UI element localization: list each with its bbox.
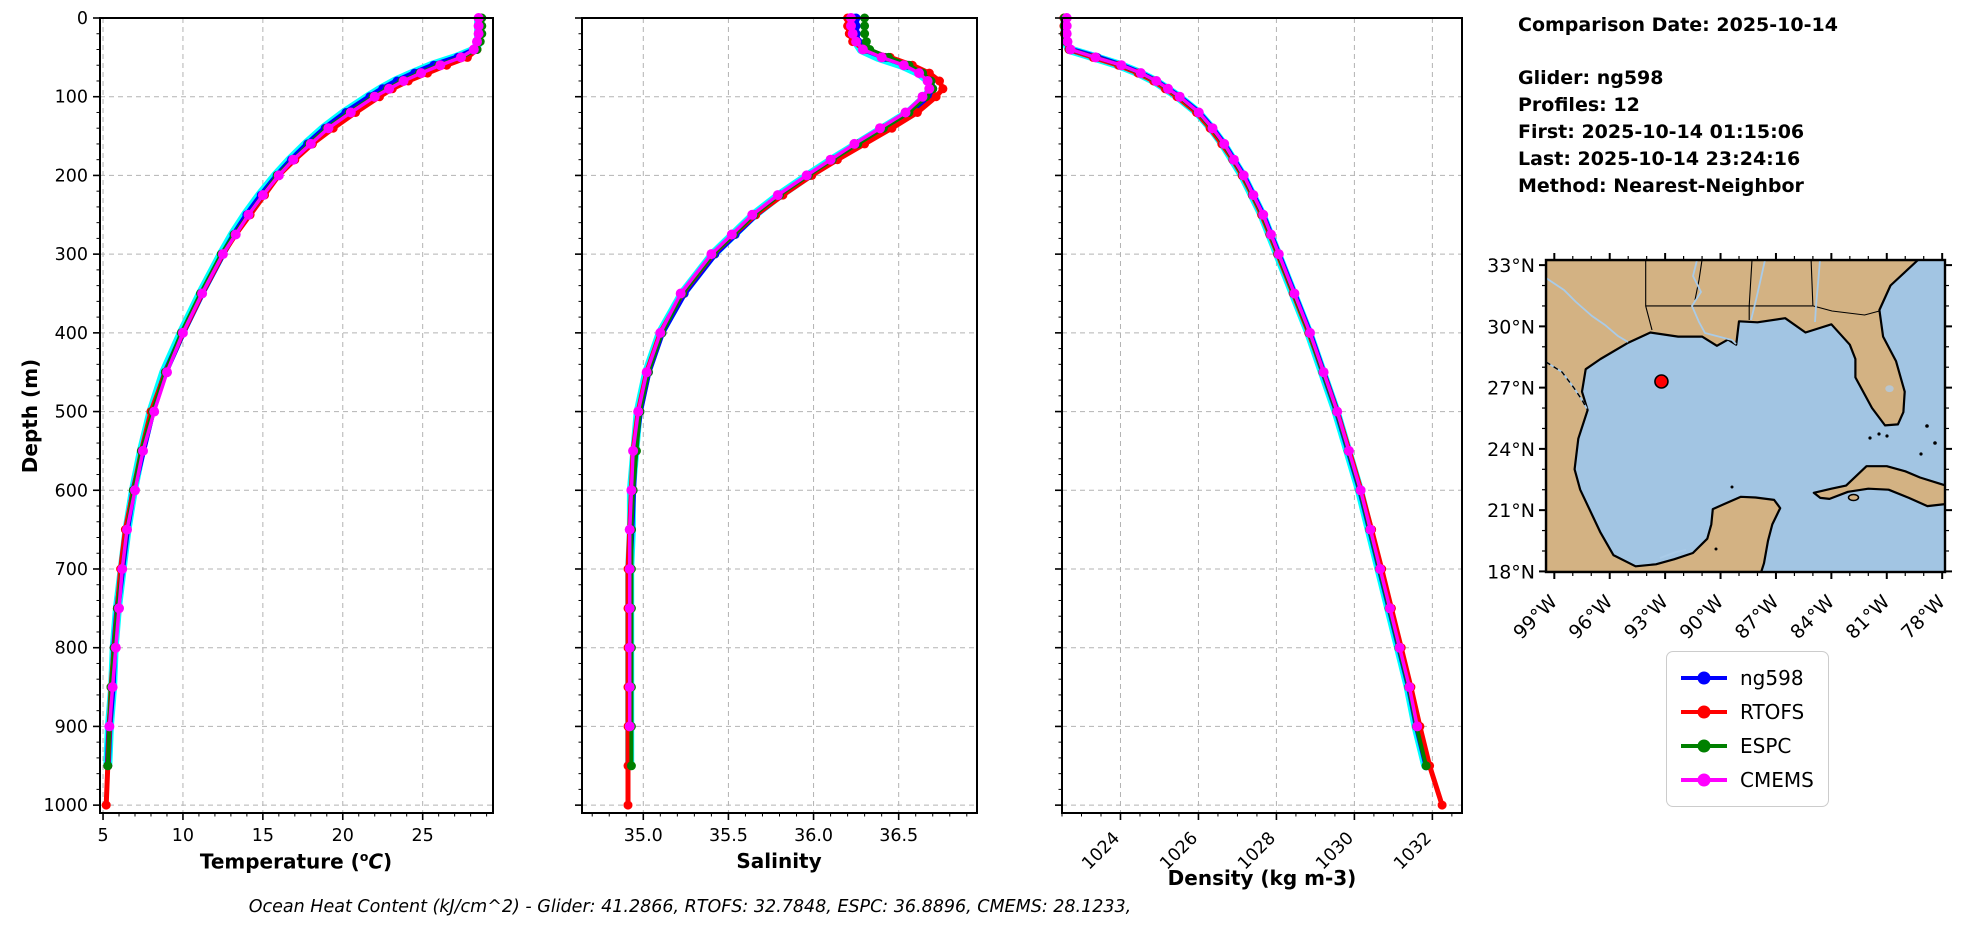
- map-lon-label: 93°W: [1620, 591, 1673, 644]
- map-lon-label: 84°W: [1786, 591, 1839, 644]
- info-comparison-date: Comparison Date: 2025-10-14: [1518, 14, 1838, 36]
- y-tick-label: 300: [55, 245, 88, 265]
- temperature-axis-label: Temperature (oC): [146, 849, 446, 874]
- map-ticks: [1539, 253, 1952, 579]
- temperature-label-italic: C: [368, 849, 384, 874]
- map-lon-label: 87°W: [1731, 591, 1784, 644]
- x-tick-label: 35.5: [709, 826, 748, 846]
- y-tick-label: 200: [55, 166, 88, 186]
- comparison-info-block: Comparison Date: 2025-10-14 Glider: ng59…: [1518, 12, 1838, 200]
- density-axis-label: Density (kg m-3): [1167, 866, 1357, 890]
- map-us-mexico-border: [1546, 361, 1589, 411]
- map-lon-label: 99°W: [1509, 591, 1562, 644]
- map-land-cuba: [1812, 465, 1945, 508]
- ESPC-markers: [1059, 13, 1431, 771]
- salinity-plot: 35.0 35.5 36.0 36.5: [575, 13, 978, 846]
- map-lat-label: 30°N: [1487, 316, 1535, 338]
- map-lake-okeechobee: [1885, 385, 1894, 393]
- CMEMS-markers: [624, 13, 935, 732]
- y-tick-label: 0: [77, 9, 88, 29]
- y-tick-label: 700: [55, 560, 88, 580]
- legend-label: RTOFS: [1740, 700, 1805, 724]
- legend-label: ESPC: [1740, 734, 1792, 758]
- x-tick-label: 25: [412, 826, 434, 846]
- temperature-label-close: ): [383, 849, 393, 874]
- legend-item-cmems: CMEMS: [1678, 763, 1814, 797]
- y-tick-label: 500: [55, 403, 88, 423]
- y-tick-label: 900: [55, 717, 88, 737]
- y-tick-label: 800: [55, 639, 88, 659]
- map-lat-label: 21°N: [1487, 500, 1535, 522]
- map-lat-label: 18°N: [1487, 561, 1535, 583]
- temperature-label-text: Temperature (: [199, 849, 360, 874]
- ESPC-line: [105, 16, 484, 768]
- ESPC-line: [1062, 16, 1429, 768]
- map-lat-label: 27°N: [1487, 378, 1535, 400]
- gulf-of-mexico-map: 33°N 30°N 27°N 24°N 21°N 18°N 99°W 96°W 93°W 90°W…: [1487, 253, 1952, 644]
- x-tick-label: 20: [332, 826, 354, 846]
- y-tick-label: 600: [55, 481, 88, 501]
- map-lon-label: 96°W: [1565, 591, 1618, 644]
- glider-location-marker: [1654, 374, 1669, 389]
- legend-item-espc: ESPC: [1678, 729, 1814, 763]
- legend-line-sample: [1681, 671, 1727, 685]
- density-plot: 1024 1026 1028 1030 1032: [1055, 13, 1463, 874]
- info-method: Method: Nearest-Neighbor: [1518, 175, 1804, 197]
- map-lon-label: 81°W: [1842, 591, 1895, 644]
- ng598-markers: [1061, 13, 1431, 771]
- info-last: Last: 2025-10-14 23:24:16: [1518, 148, 1801, 170]
- y-tick-label: 100: [55, 88, 88, 108]
- legend-label: CMEMS: [1740, 768, 1814, 792]
- ocean-heat-content-footer: Ocean Heat Content (kJ/cm^2) - Glider: 4…: [248, 897, 1132, 917]
- salinity-axis-label: Salinity: [736, 849, 822, 873]
- CMEMS-markers: [104, 13, 484, 732]
- map-small-islands: [1714, 424, 1937, 551]
- x-tick-label: 10: [172, 826, 194, 846]
- map-lon-label: 78°W: [1897, 591, 1950, 644]
- x-tick-label: 36.5: [879, 826, 918, 846]
- CMEMS-line: [627, 16, 932, 729]
- map-frame: [1544, 258, 1947, 574]
- glider-raw-line: [1060, 13, 1431, 771]
- CMEMS-line: [1064, 16, 1419, 729]
- legend-line-sample: [1681, 739, 1727, 753]
- x-tick-label: 5: [97, 826, 108, 846]
- legend-label: ng598: [1740, 666, 1804, 690]
- info-profiles: Profiles: 12: [1518, 94, 1640, 116]
- CMEMS-markers: [1061, 13, 1423, 732]
- x-tick-label: 15: [252, 826, 274, 846]
- map-land-mainland: [1546, 260, 1920, 572]
- info-spacer: [1518, 39, 1838, 65]
- legend-line-sample: [1681, 705, 1727, 719]
- map-isle-of-youth: [1847, 493, 1860, 502]
- map-lat-label: 33°N: [1487, 255, 1535, 277]
- model-legend: ng598 RTOFS ESPC CMEMS: [1666, 651, 1829, 807]
- legend-item-ng598: ng598: [1678, 661, 1814, 695]
- y-axis-label: Depth (m): [18, 358, 42, 474]
- x-tick-label: 36.0: [794, 826, 833, 846]
- info-glider: Glider: ng598: [1518, 67, 1664, 89]
- legend-item-rtofs: RTOFS: [1678, 695, 1814, 729]
- map-rivers: [1546, 260, 1821, 559]
- temperature-label-sup: o: [359, 849, 369, 864]
- y-tick-label: 1000: [43, 796, 88, 816]
- temperature-plot: 5 10 15 20 25 0 100 200 300 400 500 600 700 800 900 100…: [43, 9, 494, 846]
- map-lat-label: 24°N: [1487, 439, 1535, 461]
- x-tick-label: 35.0: [624, 826, 663, 846]
- legend-line-sample: [1681, 773, 1727, 787]
- y-tick-label: 400: [55, 324, 88, 344]
- map-lon-label: 90°W: [1675, 591, 1728, 644]
- map-state-borders: [1645, 260, 1880, 331]
- info-first: First: 2025-10-14 01:15:06: [1518, 121, 1805, 143]
